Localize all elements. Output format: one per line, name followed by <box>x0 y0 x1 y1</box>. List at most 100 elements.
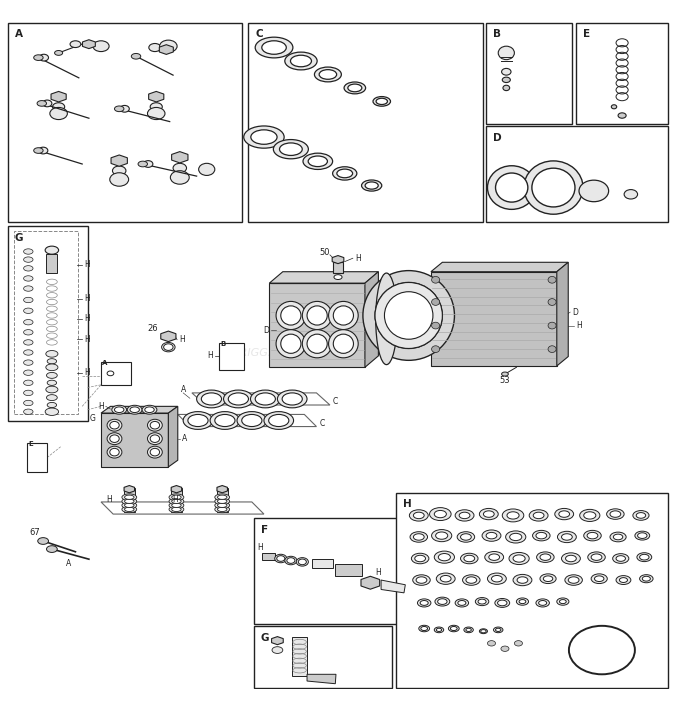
Ellipse shape <box>416 577 427 583</box>
Ellipse shape <box>548 276 556 283</box>
Ellipse shape <box>435 532 448 539</box>
Ellipse shape <box>124 495 134 499</box>
Ellipse shape <box>24 370 33 375</box>
Ellipse shape <box>93 41 109 51</box>
Ellipse shape <box>53 103 65 111</box>
Ellipse shape <box>548 299 556 305</box>
Ellipse shape <box>50 107 68 120</box>
Ellipse shape <box>145 407 154 412</box>
Ellipse shape <box>264 412 293 429</box>
Ellipse shape <box>24 350 33 355</box>
Polygon shape <box>124 486 135 493</box>
Text: G: G <box>15 233 24 243</box>
Ellipse shape <box>414 534 424 540</box>
Ellipse shape <box>479 629 487 634</box>
Ellipse shape <box>612 553 629 563</box>
Polygon shape <box>365 271 379 367</box>
Ellipse shape <box>566 556 577 562</box>
Ellipse shape <box>122 498 137 505</box>
Polygon shape <box>557 262 569 366</box>
Ellipse shape <box>618 113 626 118</box>
Bar <box>8 23 243 222</box>
Ellipse shape <box>142 405 157 414</box>
Ellipse shape <box>47 380 57 386</box>
Polygon shape <box>168 406 178 467</box>
Ellipse shape <box>183 412 213 429</box>
Text: D: D <box>573 307 578 317</box>
Ellipse shape <box>172 507 181 512</box>
Text: A: A <box>66 559 72 568</box>
Ellipse shape <box>559 511 570 517</box>
Ellipse shape <box>34 55 43 61</box>
Ellipse shape <box>560 599 566 603</box>
Ellipse shape <box>633 510 649 520</box>
Ellipse shape <box>274 554 287 563</box>
Ellipse shape <box>210 412 240 429</box>
Bar <box>124 488 135 512</box>
Ellipse shape <box>24 266 33 271</box>
Text: E: E <box>28 441 33 447</box>
Ellipse shape <box>24 286 33 291</box>
Bar <box>171 488 182 512</box>
Ellipse shape <box>591 554 602 560</box>
Ellipse shape <box>46 364 58 371</box>
Ellipse shape <box>496 173 528 202</box>
Ellipse shape <box>376 98 387 104</box>
Ellipse shape <box>197 390 226 407</box>
Ellipse shape <box>438 553 450 560</box>
Ellipse shape <box>34 148 43 154</box>
Ellipse shape <box>466 628 471 632</box>
Ellipse shape <box>46 386 58 393</box>
Ellipse shape <box>460 553 478 564</box>
Ellipse shape <box>376 273 397 364</box>
Bar <box>249 23 483 222</box>
Ellipse shape <box>558 532 577 543</box>
Ellipse shape <box>489 554 500 560</box>
Ellipse shape <box>277 390 307 407</box>
Bar <box>396 493 668 688</box>
Ellipse shape <box>215 502 230 508</box>
Ellipse shape <box>24 319 33 325</box>
Ellipse shape <box>143 161 153 167</box>
Ellipse shape <box>244 126 284 148</box>
Polygon shape <box>172 152 188 163</box>
Ellipse shape <box>412 553 429 564</box>
Bar <box>486 126 668 222</box>
Ellipse shape <box>110 448 119 456</box>
Ellipse shape <box>448 625 459 632</box>
Ellipse shape <box>228 393 249 405</box>
Ellipse shape <box>536 599 550 607</box>
Ellipse shape <box>431 345 439 352</box>
Ellipse shape <box>287 558 295 563</box>
Ellipse shape <box>302 302 332 329</box>
Ellipse shape <box>55 51 63 55</box>
Ellipse shape <box>172 503 181 508</box>
Polygon shape <box>101 406 178 413</box>
Ellipse shape <box>291 55 312 67</box>
Ellipse shape <box>502 68 511 75</box>
Ellipse shape <box>282 393 302 405</box>
Bar <box>27 443 47 472</box>
Bar <box>254 626 392 688</box>
Ellipse shape <box>637 533 647 539</box>
Ellipse shape <box>616 575 631 584</box>
Ellipse shape <box>436 573 455 584</box>
Ellipse shape <box>362 180 382 191</box>
Ellipse shape <box>410 510 428 521</box>
Text: 26: 26 <box>147 324 158 333</box>
Ellipse shape <box>160 40 177 52</box>
Text: C: C <box>333 397 338 406</box>
Ellipse shape <box>491 575 502 582</box>
Ellipse shape <box>218 495 227 499</box>
Ellipse shape <box>429 508 451 520</box>
Ellipse shape <box>509 553 529 565</box>
Bar <box>47 255 57 273</box>
Ellipse shape <box>333 167 357 180</box>
Ellipse shape <box>262 41 287 54</box>
Ellipse shape <box>524 161 583 214</box>
Ellipse shape <box>112 405 126 414</box>
Ellipse shape <box>218 507 227 512</box>
Ellipse shape <box>281 306 301 325</box>
Ellipse shape <box>150 448 160 456</box>
Ellipse shape <box>37 101 47 106</box>
